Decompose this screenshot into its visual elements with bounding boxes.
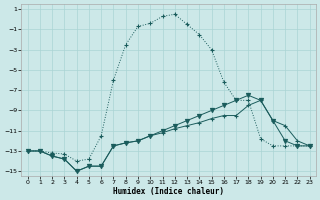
- X-axis label: Humidex (Indice chaleur): Humidex (Indice chaleur): [113, 187, 224, 196]
